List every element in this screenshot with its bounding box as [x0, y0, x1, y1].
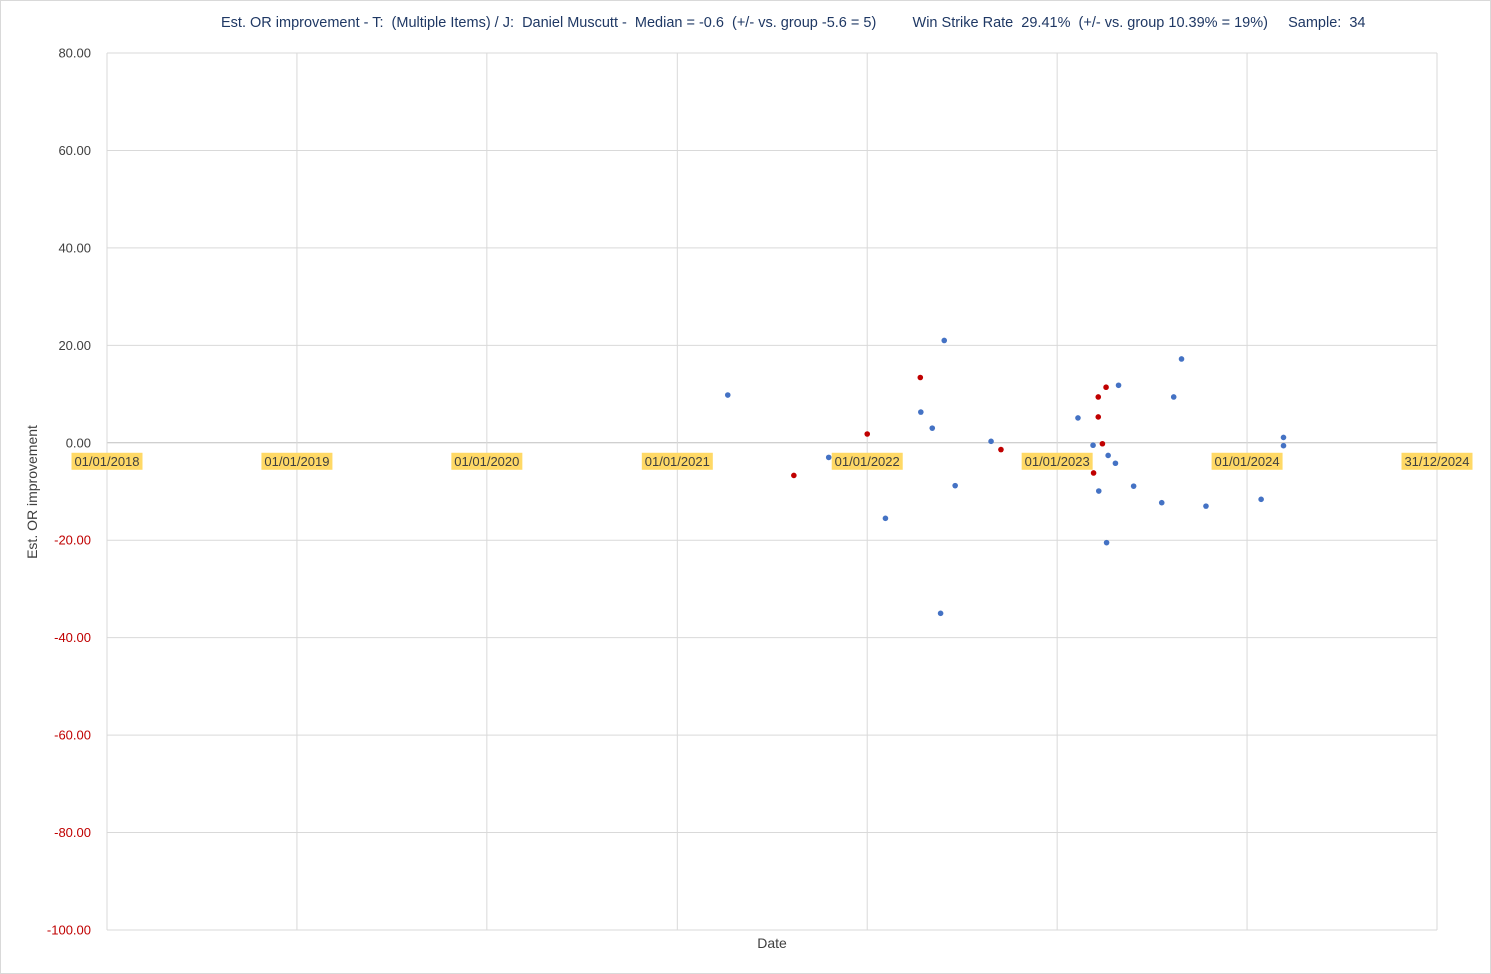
y-tick-label: 0.00: [66, 435, 91, 450]
y-tick-label: 60.00: [58, 143, 91, 158]
data-point: [1178, 356, 1185, 362]
data-point: [1095, 488, 1102, 494]
data-points: [724, 337, 1287, 617]
x-tick-label-bg: [1211, 452, 1283, 470]
chart-title: Est. OR improvement - T: (Multiple Items…: [221, 15, 1366, 31]
data-point: [1158, 499, 1165, 506]
x-tick-label: 01/01/2019: [264, 454, 329, 469]
data-point: [1090, 442, 1096, 449]
data-point: [882, 515, 889, 522]
data-point: [1203, 503, 1209, 509]
x-tick-labels: 01/01/2018 01/01/2019 01/01/2020 01/01/2021…: [71, 452, 1473, 470]
y-tick-labels: 80.00 60.00 40.00 20.00 0.00 -20.00 -40.00 -60.…: [47, 46, 91, 938]
x-tick-label-bg: [831, 452, 903, 470]
data-point: [1090, 470, 1097, 476]
data-point: [1105, 452, 1111, 459]
data-point: [941, 337, 948, 344]
data-point: [929, 425, 936, 431]
data-point: [1258, 496, 1264, 503]
data-point: [1112, 460, 1119, 467]
x-tick-label: 31/12/2024: [1404, 454, 1469, 469]
data-point: [1075, 415, 1081, 421]
data-point: [1095, 394, 1102, 400]
x-tick-label: 01/01/2022: [835, 454, 900, 469]
x-tick-label: 01/01/2024: [1215, 454, 1280, 469]
y-tick-label: -20.00: [54, 533, 91, 548]
x-tick-label-bg: [641, 452, 713, 470]
data-point: [864, 431, 871, 437]
data-point: [952, 482, 958, 489]
data-point: [724, 392, 731, 398]
data-point: [1280, 442, 1287, 449]
y-tick-label: 20.00: [58, 338, 91, 353]
x-tick-label-bg: [1401, 452, 1473, 470]
x-tick-label-bg: [1021, 452, 1093, 470]
x-tick-label-bg: [451, 452, 523, 470]
x-tick-label: 01/01/2021: [645, 454, 710, 469]
data-point: [917, 374, 924, 381]
x-tick-label: 01/01/2023: [1025, 454, 1090, 469]
grid-layer: [106, 52, 1438, 931]
y-tick-label: -100.00: [47, 923, 91, 938]
data-point: [918, 409, 924, 415]
y-axis-title: Est. OR improvement: [24, 425, 40, 559]
y-tick-label: -80.00: [54, 825, 91, 840]
x-tick-label-bg: [71, 452, 143, 470]
x-tick-label: 01/01/2020: [454, 454, 519, 469]
data-point: [791, 472, 797, 479]
x-tick-label: 01/01/2018: [74, 454, 139, 469]
data-point: [825, 454, 832, 461]
data-point: [1280, 434, 1287, 441]
y-tick-label: -40.00: [54, 630, 91, 645]
y-tick-label: 40.00: [58, 240, 91, 255]
x-axis-title: Date: [757, 935, 787, 951]
data-point: [1095, 414, 1102, 420]
data-point: [937, 610, 944, 617]
y-tick-label: 80.00: [58, 46, 91, 61]
x-tick-label-bg: [261, 452, 333, 470]
data-point: [998, 446, 1004, 453]
data-point: [1103, 539, 1110, 546]
data-point: [1103, 384, 1109, 391]
data-point: [1130, 483, 1137, 489]
data-point: [1115, 382, 1122, 389]
data-point: [1099, 440, 1106, 447]
y-tick-label: -60.00: [54, 728, 91, 743]
data-point: [1170, 394, 1177, 400]
data-point: [988, 438, 994, 445]
